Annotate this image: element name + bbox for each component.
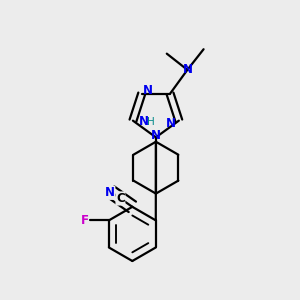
Text: N: N: [139, 115, 149, 128]
Text: N: N: [151, 129, 161, 142]
Text: H: H: [147, 116, 154, 127]
Text: C: C: [116, 192, 125, 205]
Text: F: F: [80, 214, 88, 227]
Text: N: N: [105, 186, 115, 199]
Text: N: N: [166, 116, 176, 130]
Text: N: N: [182, 63, 192, 76]
Text: N: N: [142, 84, 153, 97]
